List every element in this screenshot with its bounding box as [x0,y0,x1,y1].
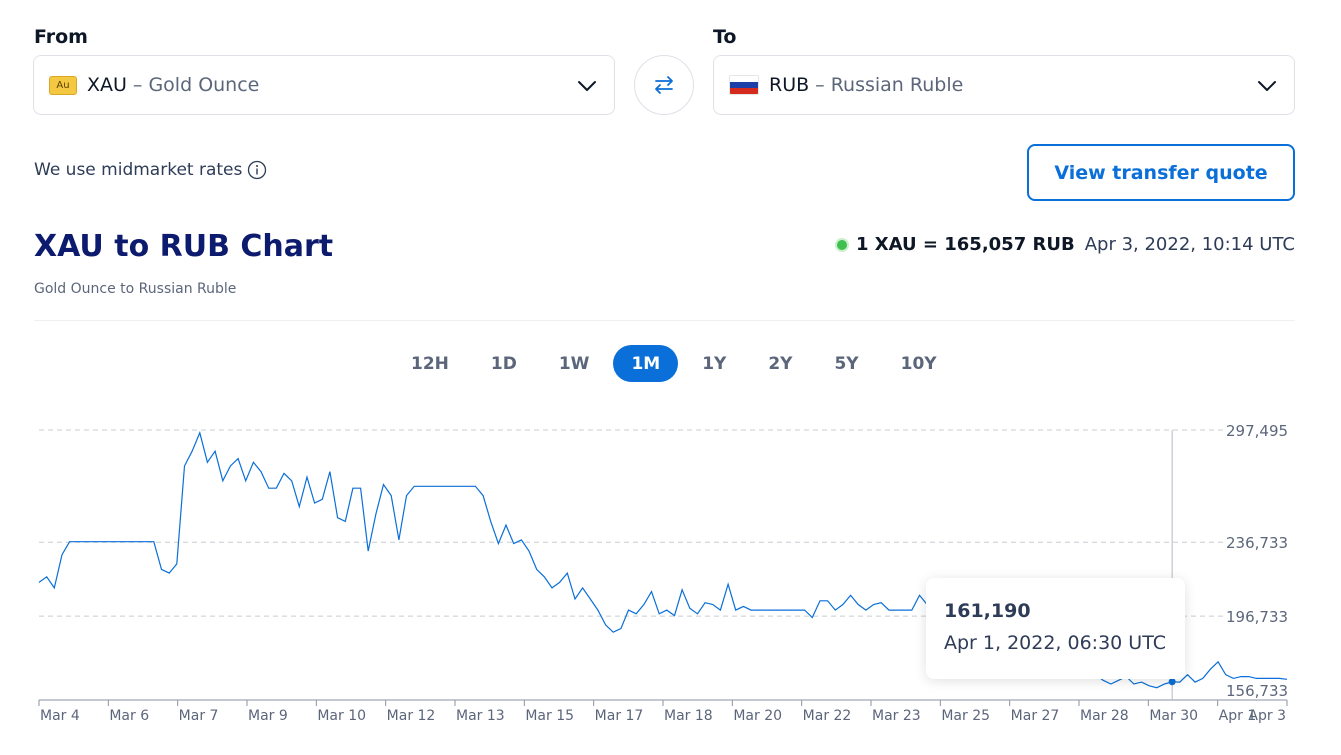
live-rate: 1 XAU = 165,057 RUB Apr 3, 2022, 10:14 U… [836,234,1295,255]
midmarket-text: We use midmarket rates [34,160,243,180]
x-tick-label: Mar 30 [1149,708,1198,724]
from-currency-name: – Gold Ounce [132,74,260,96]
gold-badge-icon: Au [49,75,77,95]
x-tick-label: Mar 17 [595,708,644,724]
rate-line-chart[interactable]: 297,495 236,733 196,733 156,733 Mar 4 Mar 6 Ma… [0,400,1341,755]
tooltip-value: 161,190 [944,600,1031,622]
x-tick-label: Mar 28 [1080,708,1129,724]
tooltip-time: Apr 1, 2022, 06:30 UTC [944,632,1166,654]
x-tick-label: Apr 1 [1219,708,1257,724]
from-label: From [34,26,88,48]
chart-subtitle: Gold Ounce to Russian Ruble [34,281,237,297]
range-tabs: 12H 1D 1W 1M 1Y 2Y 5Y 10Y [393,345,961,382]
hover-point [1168,678,1176,686]
chevron-down-icon[interactable] [1256,74,1278,96]
live-indicator-dot [836,239,847,250]
from-currency-code: XAU [87,74,127,96]
to-currency-select[interactable]: RUB – Russian Ruble [713,55,1295,115]
x-tick-label: Mar 23 [872,708,921,724]
y-tick-label: 196,733 [1226,608,1288,626]
x-tick-label: Apr 3 [1248,708,1286,724]
x-tick-label: Mar 7 [179,708,219,724]
x-tick-label: Mar 18 [664,708,713,724]
info-icon[interactable] [247,160,267,180]
chevron-down-icon[interactable] [576,74,598,96]
x-tick-label: Mar 9 [248,708,288,724]
to-label: To [713,26,737,48]
swap-currencies-button[interactable] [634,55,694,115]
swap-arrows-icon [655,76,673,94]
x-tick-label: Mar 20 [733,708,782,724]
y-tick-label: 236,733 [1226,534,1288,552]
range-tab-2y[interactable]: 2Y [768,353,793,374]
y-tick-label: 156,733 [1226,682,1288,700]
range-tab-1d[interactable]: 1D [490,353,517,374]
range-tab-12h[interactable]: 12H [411,353,449,374]
divider [34,320,1295,321]
chart-title: XAU to RUB Chart [34,229,334,264]
to-currency-code: RUB [769,74,810,96]
range-tab-1w[interactable]: 1W [558,353,590,374]
x-tick-label: Mar 10 [317,708,366,724]
x-tick-label: Mar 22 [803,708,852,724]
range-tab-10y[interactable]: 10Y [900,353,937,374]
x-tick-label: Mar 13 [456,708,505,724]
range-tab-5y[interactable]: 5Y [834,353,859,374]
russia-flag-icon [729,75,759,95]
midmarket-note: We use midmarket rates [34,160,267,180]
range-tab-1m[interactable]: 1M [613,345,679,382]
from-currency-select[interactable]: Au XAU – Gold Ounce [33,55,615,115]
x-tick-label: Mar 25 [941,708,990,724]
range-tab-1y[interactable]: 1Y [702,353,727,374]
x-tick-label: Mar 4 [40,708,80,724]
live-rate-value: 1 XAU = 165,057 RUB [855,234,1075,255]
view-transfer-quote-button[interactable]: View transfer quote [1027,144,1295,201]
live-rate-time: Apr 3, 2022, 10:14 UTC [1084,234,1295,255]
chart-tooltip: 161,190 Apr 1, 2022, 06:30 UTC [926,578,1185,679]
x-tick-label: Mar 12 [387,708,436,724]
x-tick-label: Mar 27 [1011,708,1060,724]
x-tick-label: Mar 6 [109,708,149,724]
to-currency-name: – Russian Ruble [815,74,964,96]
x-tick-label: Mar 15 [525,708,574,724]
y-tick-label: 297,495 [1226,422,1288,440]
